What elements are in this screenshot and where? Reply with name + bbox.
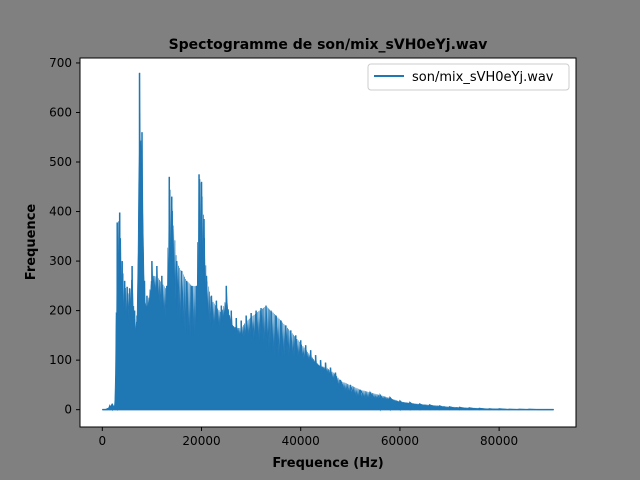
x-tick-label: 80000	[480, 434, 518, 448]
spectrum-band	[102, 112, 554, 410]
x-tick-label: 0	[98, 434, 106, 448]
y-tick-label: 0	[64, 403, 72, 417]
x-tick-label: 60000	[381, 434, 419, 448]
y-tick-label: 500	[49, 155, 72, 169]
chart-title: Spectogramme de son/mix_sVH0eYj.wav	[169, 37, 488, 53]
plot-frame	[79, 57, 577, 428]
y-tick-label: 400	[49, 205, 72, 219]
x-tick-label: 20000	[182, 434, 220, 448]
series-layer	[102, 72, 554, 412]
y-tick-label: 700	[49, 56, 72, 70]
y-tick-label: 100	[49, 353, 72, 367]
legend-box	[367, 63, 570, 91]
x-tick-label: 40000	[282, 434, 320, 448]
y-tick-label: 300	[49, 254, 72, 268]
y-tick-label: 600	[49, 105, 72, 119]
legend: son/mix_sVH0eYj.wav	[367, 63, 570, 91]
axes-layer: 0 20000 40000 60000 80000 0 100 200 300 400 500 600…	[49, 56, 518, 448]
legend-label: son/mix_sVH0eYj.wav	[412, 70, 554, 85]
y-tick-label: 200	[49, 304, 72, 318]
x-axis-label: Frequence (Hz)	[272, 456, 383, 471]
y-axis-label: Frequence	[24, 204, 39, 281]
